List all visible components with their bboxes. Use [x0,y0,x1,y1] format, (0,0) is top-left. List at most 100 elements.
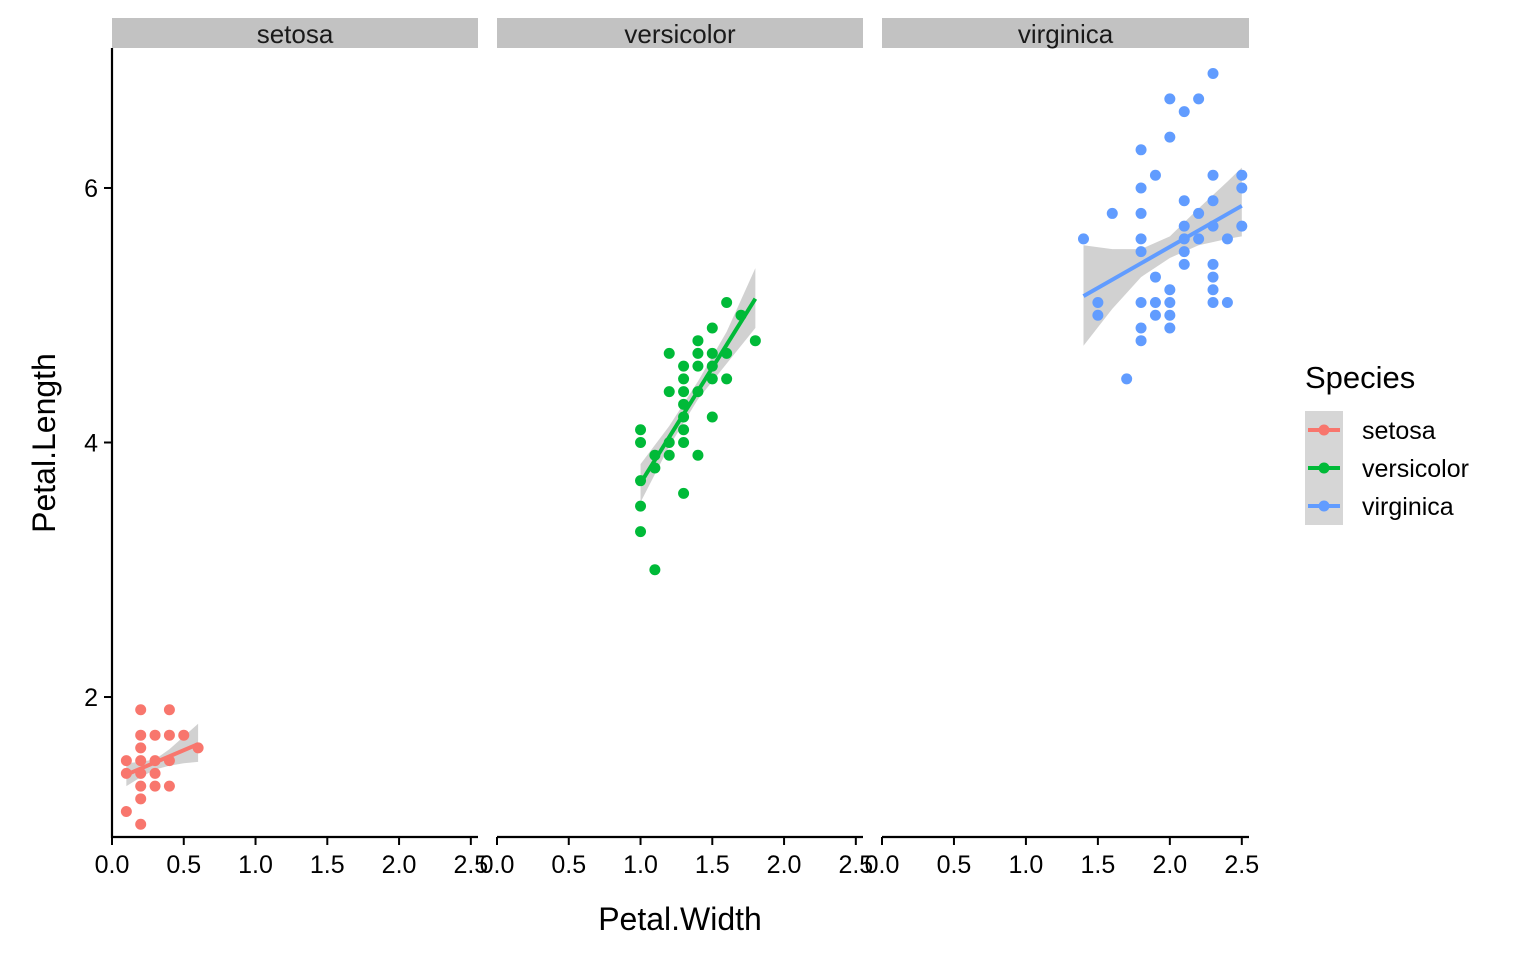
data-point [1135,182,1147,194]
data-point [1149,309,1161,321]
data-point [149,729,161,741]
data-point [135,793,147,805]
data-point [635,437,647,448]
data-point [135,818,147,830]
points-setosa [120,704,204,830]
data-point [1092,297,1104,309]
data-point [692,347,704,359]
data-point [163,780,175,792]
facet-panels: setosa 0.0 0.5 1.0 1.5 2.0 2.5 versicolor 0.0 0.5… [95,18,1259,879]
data-point [706,322,718,334]
facet-strip [882,18,1249,48]
x-tick-label: 0.0 [95,851,130,879]
facet-strip-label: setosa [257,19,334,49]
legend-item-label: setosa [1362,417,1436,445]
facet-strip-label: versicolor [624,19,736,49]
data-point [663,386,675,398]
data-point [1207,169,1219,181]
data-point [706,373,718,385]
data-point [149,780,161,792]
data-point [678,437,690,448]
regression-line [638,297,758,485]
data-point [1207,297,1219,309]
data-point [1149,271,1161,283]
data-point [135,729,147,741]
data-point [678,373,690,385]
data-point [1092,309,1104,321]
legend-key-point [1318,462,1330,474]
data-point [1207,284,1219,296]
data-point [1164,284,1176,296]
data-point [1106,207,1118,219]
data-point [1135,335,1147,347]
data-point [1193,233,1205,245]
facet-panel-setosa: setosa 0.0 0.5 1.0 1.5 2.0 2.5 [95,18,488,879]
points-virginica [1077,67,1248,385]
x-tick-label: 1.0 [238,851,273,879]
data-point [1236,182,1248,194]
data-point [1164,309,1176,321]
data-point [1178,195,1190,207]
legend-items: setosa versicolor virginica [1305,411,1469,525]
data-point [1164,93,1176,105]
confidence-band [1083,167,1242,346]
data-point [1149,297,1161,309]
facet-panel-virginica: virginica 0.0 0.5 1.0 1.5 2.0 2.5 [865,18,1259,879]
data-point [1178,106,1190,118]
data-point [1164,297,1176,309]
data-point [178,729,190,741]
data-point [1207,67,1219,79]
data-point [1178,258,1190,270]
data-point [1077,233,1089,245]
data-point [678,360,690,372]
x-tick-label: 0.0 [865,851,900,879]
x-tick-label: 1.5 [1080,851,1115,879]
legend-item-versicolor: versicolor [1305,449,1469,487]
x-tick-label: 2.0 [382,851,417,879]
x-tick-label: 0.5 [166,851,201,879]
legend-title: Species [1305,360,1415,395]
y-tick-label: 4 [84,430,98,458]
data-point [1193,93,1205,105]
legend-key-point [1318,424,1330,436]
data-point [135,742,147,754]
data-point [163,729,175,741]
data-point [120,806,132,818]
data-point [1178,246,1190,258]
data-point [1135,207,1147,219]
data-point [678,487,690,499]
data-point [1164,322,1176,334]
regression-line [125,742,199,777]
data-point [721,297,733,309]
points-versicolor [635,297,761,576]
y-tick-label: 2 [84,684,98,712]
legend-item-label: versicolor [1362,455,1469,483]
data-point [749,335,761,347]
x-tick-label: 1.0 [623,851,658,879]
data-point [1178,220,1190,232]
data-point [635,500,647,512]
data-point [1164,131,1176,143]
data-point [135,755,147,767]
data-point [678,424,690,436]
data-point [1207,271,1219,283]
legend: Species setosa versicolor virginica [1305,360,1469,525]
data-point [1135,297,1147,309]
facet-strip [497,18,863,48]
y-axis: 2 4 6 [84,48,114,838]
x-tick-label: 2.5 [838,851,873,879]
data-point [135,780,147,792]
data-point [1135,233,1147,245]
data-point [678,386,690,398]
data-point [706,411,718,423]
data-point [120,755,132,767]
facet-strip-label: virginica [1018,19,1114,49]
legend-item-setosa: setosa [1305,411,1436,449]
facet-panel-versicolor: versicolor 0.0 0.5 1.0 1.5 2.0 2.5 [480,18,873,879]
data-point [1236,220,1248,232]
data-point [1135,144,1147,156]
data-point [1207,258,1219,270]
x-tick-label: 1.0 [1009,851,1044,879]
data-point [1221,297,1233,309]
data-point [721,373,733,385]
